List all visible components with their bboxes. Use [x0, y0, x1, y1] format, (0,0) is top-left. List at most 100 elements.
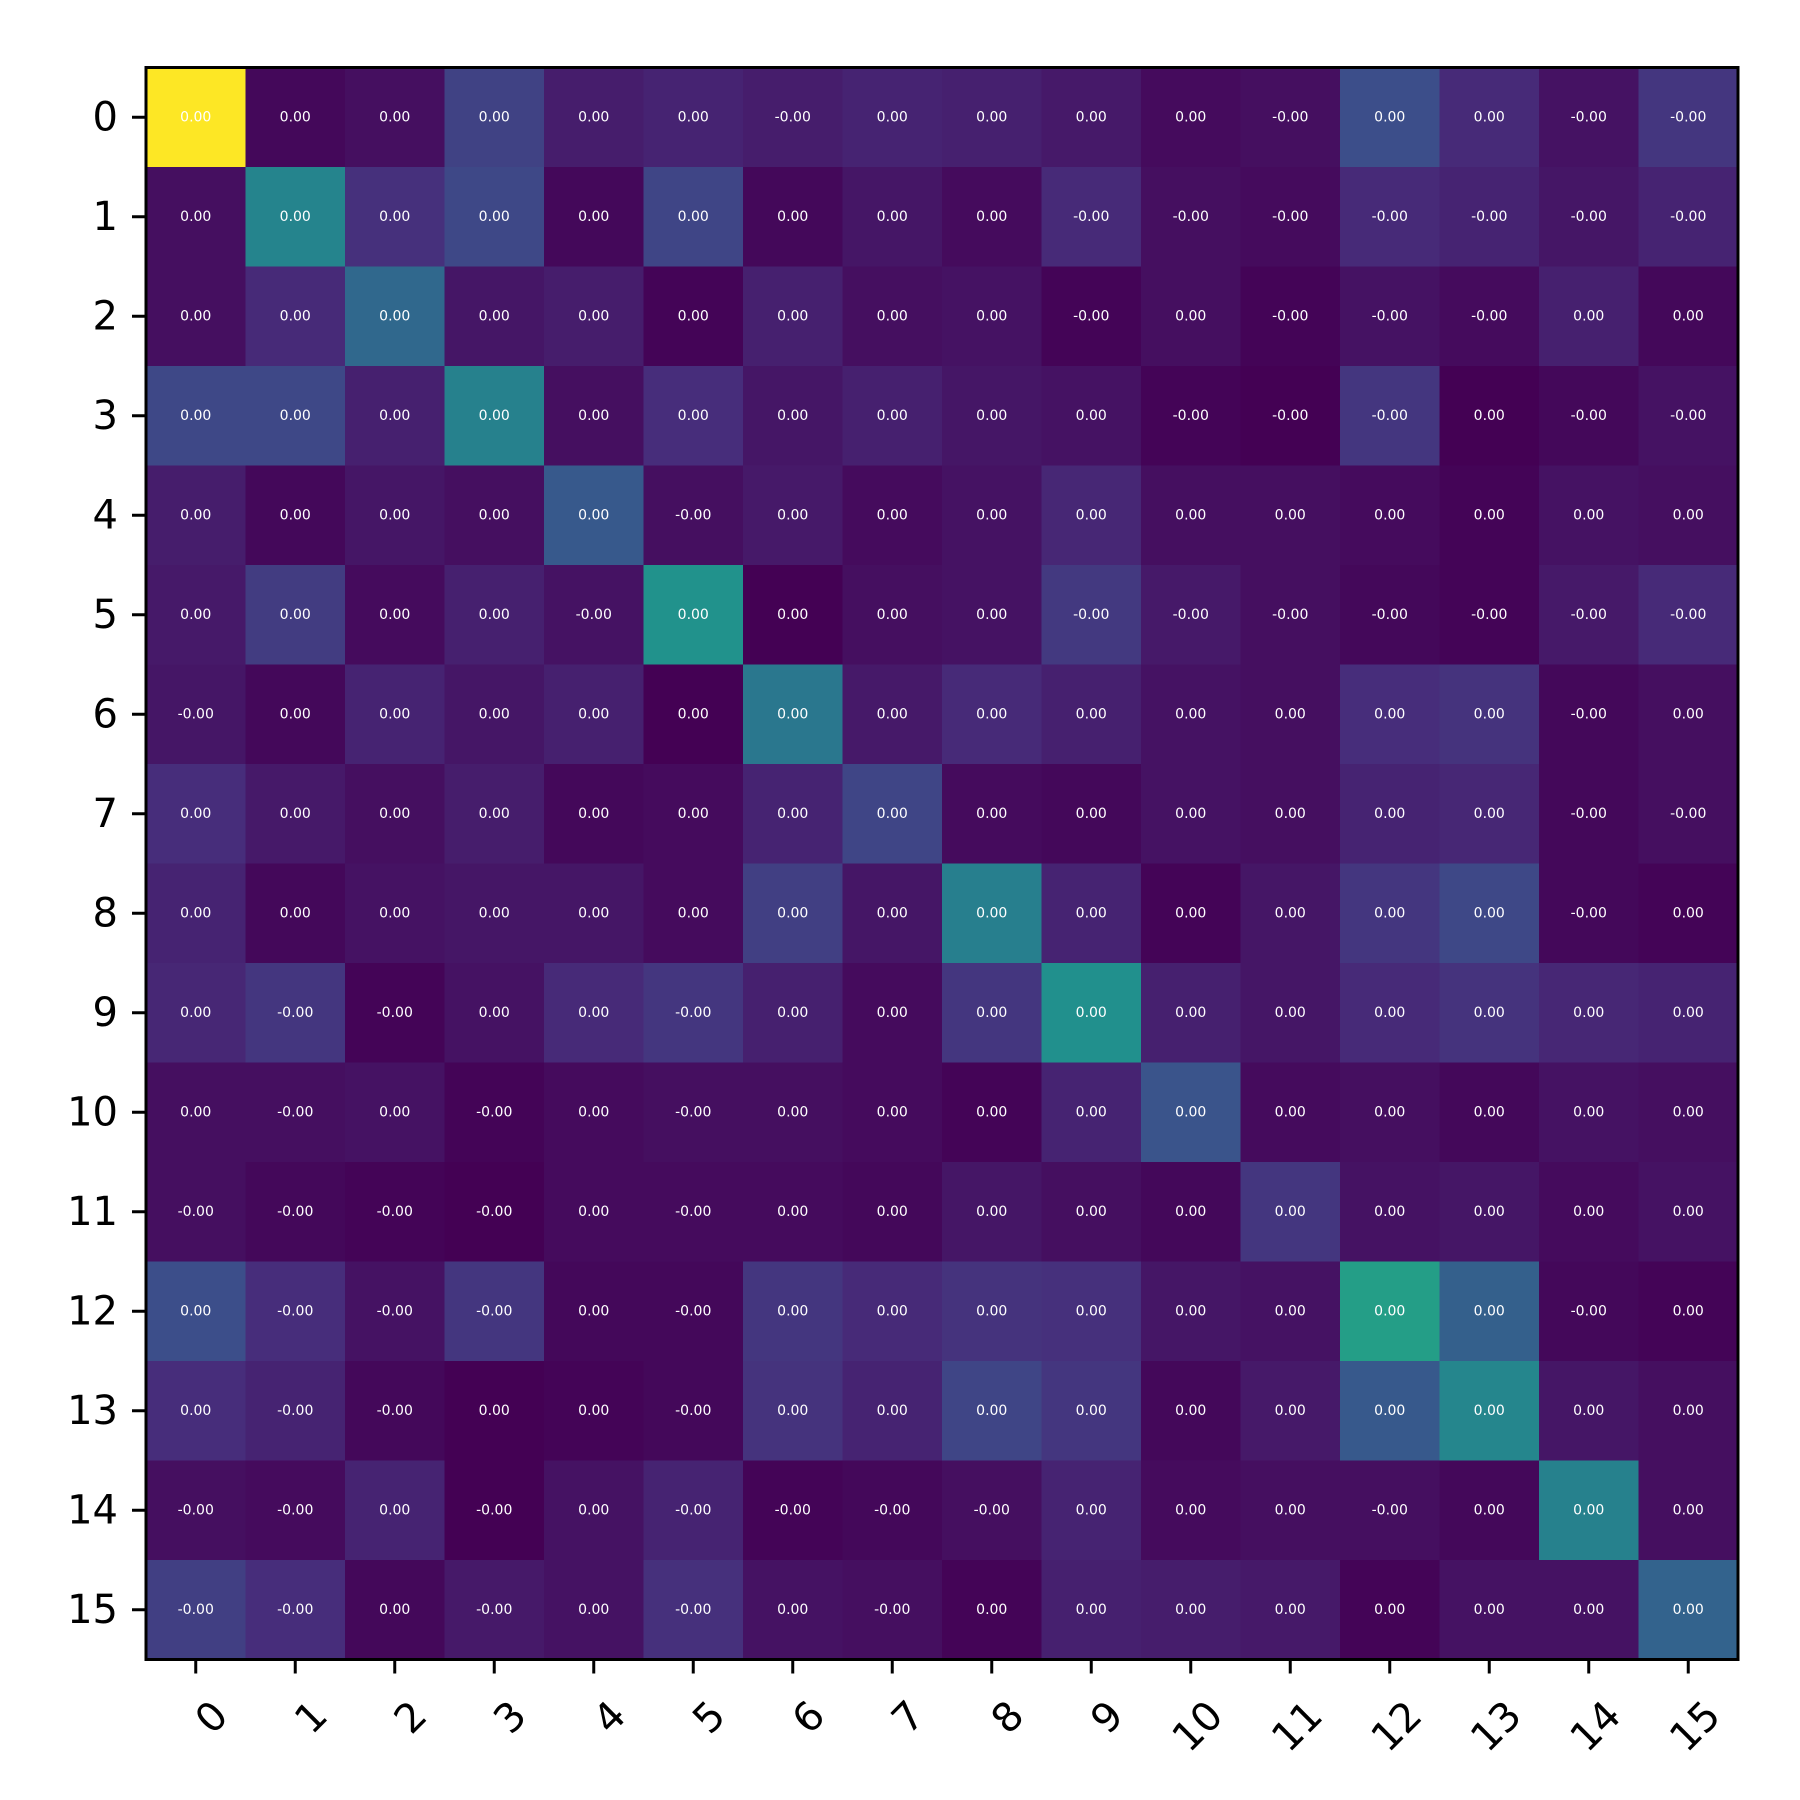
- heatmap-cell-8-6: [743, 863, 843, 964]
- cell-value-13-13: 0.00: [1474, 1403, 1505, 1419]
- heatmap-cell-12-6: [743, 1261, 843, 1362]
- cell-value-11-8: 0.00: [976, 1204, 1007, 1220]
- cell-value-10-10: 0.00: [1175, 1104, 1206, 1120]
- heatmap-cell-1-0: [146, 167, 246, 267]
- cell-value-3-6: 0.00: [777, 408, 808, 424]
- cell-value-7-1: 0.00: [280, 806, 311, 822]
- cell-value-0-0: 0.00: [180, 109, 211, 125]
- cell-value-13-6: 0.00: [777, 1403, 808, 1419]
- cell-value-6-5: 0.00: [678, 706, 709, 722]
- heatmap-cell-13-13: [1439, 1361, 1540, 1461]
- cell-value-9-15: 0.00: [1673, 1005, 1704, 1021]
- heatmap-cell-15-2: [345, 1560, 445, 1660]
- cell-value-6-1: 0.00: [280, 706, 311, 722]
- cell-value-12-14: -0.00: [1571, 1303, 1607, 1319]
- heatmap-cell-13-8: [942, 1361, 1042, 1461]
- heatmap-cell-1-15: [1638, 167, 1739, 267]
- heatmap-cell-1-1: [245, 167, 346, 267]
- cell-value-12-6: 0.00: [777, 1303, 808, 1319]
- cell-value-3-14: -0.00: [1571, 408, 1607, 424]
- heatmap-cell-3-11: [1240, 366, 1341, 466]
- cell-value-9-12: 0.00: [1374, 1005, 1405, 1021]
- cell-value-11-13: 0.00: [1474, 1204, 1505, 1220]
- heatmap-cell-15-13: [1439, 1560, 1540, 1660]
- cell-value-7-10: 0.00: [1175, 806, 1206, 822]
- heatmap-cell-1-5: [643, 167, 744, 267]
- y-tick-label-12: 12: [67, 1288, 118, 1334]
- heatmap-cell-4-6: [743, 465, 843, 566]
- cell-value-13-3: 0.00: [479, 1403, 510, 1419]
- heatmap-cell-8-4: [544, 863, 644, 964]
- heatmap-cell-3-10: [1141, 366, 1241, 466]
- cell-value-15-12: 0.00: [1374, 1602, 1405, 1618]
- cell-value-2-9: -0.00: [1073, 308, 1109, 324]
- heatmap-cell-0-12: [1340, 67, 1440, 168]
- heatmap-cell-4-2: [345, 465, 445, 566]
- cell-value-4-15: 0.00: [1673, 507, 1704, 523]
- heatmap-cell-14-4: [544, 1460, 644, 1561]
- cell-value-3-7: 0.00: [877, 408, 908, 424]
- x-tick-label-7: 7: [883, 1692, 934, 1743]
- cell-value-0-12: 0.00: [1374, 109, 1405, 125]
- heatmap-cell-0-4: [544, 67, 644, 168]
- cell-value-0-2: 0.00: [379, 109, 410, 125]
- heatmap-cell-10-1: [245, 1062, 346, 1163]
- heatmap-cell-13-15: [1638, 1361, 1739, 1461]
- heatmap-cell-11-9: [1041, 1162, 1142, 1262]
- cell-value-14-1: -0.00: [277, 1502, 313, 1518]
- cell-value-4-10: 0.00: [1175, 507, 1206, 523]
- cell-value-10-1: -0.00: [277, 1104, 313, 1120]
- cell-value-6-10: 0.00: [1175, 706, 1206, 722]
- heatmap-cell-3-3: [444, 366, 545, 466]
- cell-value-3-8: 0.00: [976, 408, 1007, 424]
- heatmap-cell-5-7: [842, 565, 943, 665]
- cell-value-12-10: 0.00: [1175, 1303, 1206, 1319]
- cell-value-11-0: -0.00: [178, 1204, 214, 1220]
- cell-value-4-11: 0.00: [1275, 507, 1306, 523]
- cell-value-8-0: 0.00: [180, 905, 211, 921]
- heatmap-cell-10-12: [1340, 1062, 1440, 1163]
- heatmap-cell-12-7: [842, 1261, 943, 1362]
- cell-value-8-2: 0.00: [379, 905, 410, 921]
- heatmap-cell-6-4: [544, 664, 644, 765]
- cell-value-0-10: 0.00: [1175, 109, 1206, 125]
- heatmap-cell-0-13: [1439, 67, 1540, 168]
- cell-value-13-9: 0.00: [1076, 1403, 1107, 1419]
- heatmap-cell-9-11: [1240, 963, 1341, 1063]
- heatmap-cell-14-9: [1041, 1460, 1142, 1561]
- heatmap-cell-5-9: [1041, 565, 1142, 665]
- heatmap-cell-0-3: [444, 67, 545, 168]
- cell-value-5-3: 0.00: [479, 607, 510, 623]
- cell-value-8-3: 0.00: [479, 905, 510, 921]
- cell-value-15-1: -0.00: [277, 1602, 313, 1618]
- cell-value-8-10: 0.00: [1175, 905, 1206, 921]
- heatmap-cell-15-11: [1240, 1560, 1341, 1660]
- heatmap-cell-9-8: [942, 963, 1042, 1063]
- x-tick-label-9: 9: [1082, 1692, 1133, 1743]
- cell-value-1-15: -0.00: [1670, 209, 1706, 225]
- heatmap-cell-10-6: [743, 1062, 843, 1163]
- cell-value-8-13: 0.00: [1474, 905, 1505, 921]
- heatmap-cell-4-9: [1041, 465, 1142, 566]
- heatmap-cell-6-6: [743, 664, 843, 765]
- heatmap-cell-12-1: [245, 1261, 346, 1362]
- heatmap-cell-5-5: [643, 565, 744, 665]
- cell-value-7-6: 0.00: [777, 806, 808, 822]
- cell-value-3-15: -0.00: [1670, 408, 1706, 424]
- heatmap-cell-6-0: [146, 664, 246, 765]
- cell-value-2-2: 0.00: [379, 308, 410, 324]
- heatmap-cell-7-7: [842, 764, 943, 864]
- heatmap-cell-14-8: [942, 1460, 1042, 1561]
- cell-value-1-2: 0.00: [379, 209, 410, 225]
- heatmap-cell-3-0: [146, 366, 246, 466]
- cell-value-12-1: -0.00: [277, 1303, 313, 1319]
- heatmap-cell-8-0: [146, 863, 246, 964]
- heatmap-cell-11-1: [245, 1162, 346, 1262]
- heatmap-cell-3-2: [345, 366, 445, 466]
- cell-value-4-7: 0.00: [877, 507, 908, 523]
- heatmap-cell-6-14: [1539, 664, 1639, 765]
- cell-value-7-15: -0.00: [1670, 806, 1706, 822]
- x-tick-label-14: 14: [1562, 1692, 1631, 1761]
- heatmap-cell-15-14: [1539, 1560, 1639, 1660]
- cell-value-9-13: 0.00: [1474, 1005, 1505, 1021]
